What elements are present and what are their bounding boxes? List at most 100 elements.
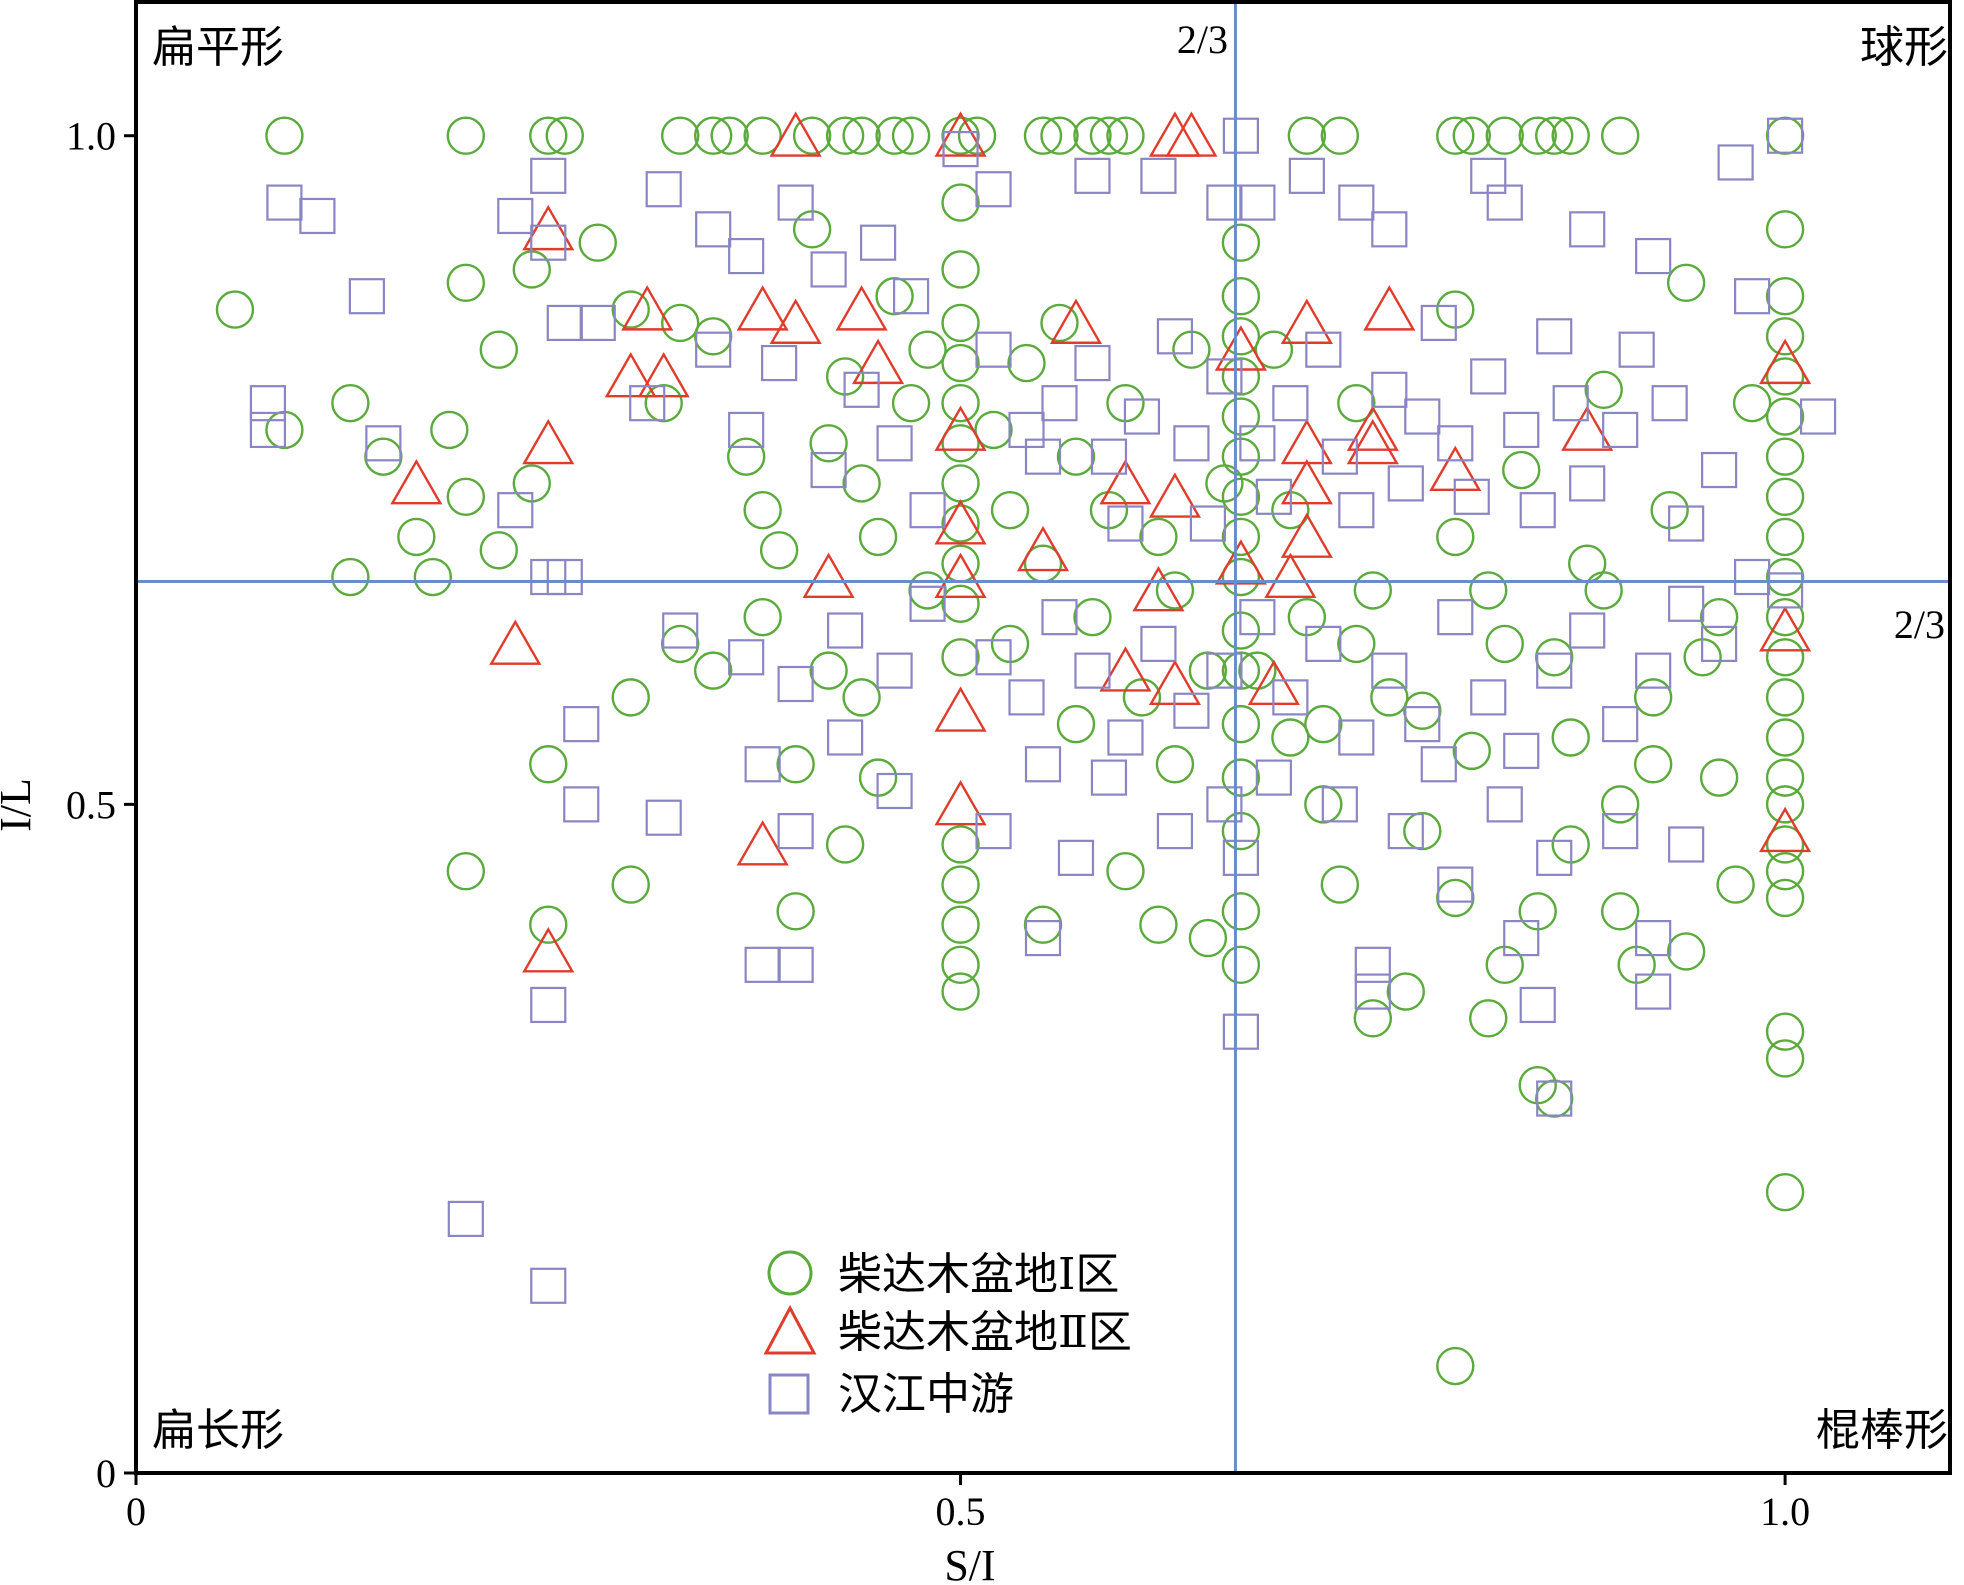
point-chaidamu-1-87 — [1155, 571, 1195, 610]
point-chaidamu-2-5 — [621, 285, 674, 331]
point-chaidamu-1-170 — [1139, 905, 1178, 944]
x-tick-label-2: 1.0 — [1760, 1489, 1810, 1534]
point-chaidamu-1-22 — [1436, 116, 1475, 155]
point-hanjiang-42 — [975, 331, 1012, 368]
point-hanjiang-87 — [909, 585, 946, 622]
point-chaidamu-1-123 — [1502, 450, 1541, 490]
point-chaidamu-1-56 — [858, 517, 898, 557]
point-hanjiang-123 — [1090, 759, 1128, 796]
point-chaidamu-1-166 — [842, 678, 881, 717]
point-hanjiang-60 — [1371, 371, 1408, 408]
point-chaidamu-1-107 — [1254, 330, 1294, 369]
zone-label-elongated: 扁长形 — [152, 1406, 284, 1455]
axis-ticks: 0 0.5 1.0 0 0.5 1.0 — [66, 114, 1810, 1534]
point-chaidamu-1-69 — [941, 584, 980, 623]
point-chaidamu-2-45 — [1759, 806, 1812, 853]
point-hanjiang-71 — [1569, 465, 1606, 502]
point-hanjiang-103 — [1470, 679, 1507, 716]
point-chaidamu-1-62 — [941, 303, 980, 343]
point-chaidamu-1-7 — [743, 116, 782, 155]
point-hanjiang-140 — [1635, 973, 1672, 1010]
point-chaidamu-1-136 — [1716, 865, 1755, 904]
point-hanjiang-120 — [975, 813, 1012, 850]
point-chaidamu-2-28 — [1280, 512, 1333, 558]
point-chaidamu-1-152 — [1765, 785, 1805, 824]
point-chaidamu-1-141 — [1765, 357, 1805, 396]
point-hanjiang-8 — [497, 197, 534, 235]
point-chaidamu-1-119 — [1436, 517, 1475, 557]
x-tick-label-1: 0.5 — [936, 1489, 986, 1534]
point-hanjiang-108 — [1635, 652, 1672, 689]
point-chaidamu-1-133 — [1666, 263, 1706, 303]
point-chaidamu-1-160 — [611, 678, 650, 717]
point-chaidamu-1-36 — [446, 477, 486, 516]
point-chaidamu-1-149 — [1765, 678, 1805, 717]
point-hanjiang-91 — [1074, 652, 1111, 689]
point-chaidamu-2-31 — [1346, 405, 1399, 451]
point-chaidamu-1-5 — [693, 116, 733, 155]
point-chaidamu-1-21 — [1320, 116, 1360, 155]
point-chaidamu-2-21 — [802, 552, 855, 599]
point-chaidamu-1-148 — [1765, 638, 1805, 677]
point-chaidamu-1-138 — [1765, 210, 1805, 249]
point-chaidamu-1-126 — [1551, 718, 1590, 757]
point-hanjiang-66 — [1470, 358, 1507, 395]
point-hanjiang-73 — [1618, 331, 1655, 368]
point-chaidamu-2-17 — [1099, 459, 1152, 505]
point-hanjiang-57 — [1305, 331, 1342, 368]
point-hanjiang-79 — [497, 492, 534, 529]
point-chaidamu-2-22 — [934, 552, 987, 599]
point-chaidamu-2-24 — [1214, 539, 1267, 585]
point-chaidamu-1-70 — [941, 638, 980, 677]
point-chaidamu-1-81 — [1056, 437, 1096, 476]
legend-marker-triangle — [763, 1304, 817, 1355]
point-hanjiang-81 — [546, 558, 583, 596]
point-chaidamu-2-41 — [736, 820, 789, 866]
point-hanjiang-95 — [1206, 652, 1243, 689]
point-hanjiang-112 — [1766, 572, 1804, 609]
point-hanjiang-84 — [777, 665, 814, 703]
point-hanjiang-47 — [1090, 438, 1128, 475]
point-chaidamu-1-44 — [578, 223, 617, 262]
y-tick-label-2: 1.0 — [66, 114, 116, 159]
point-chaidamu-1-50 — [743, 490, 782, 530]
point-hanjiang-141 — [1024, 919, 1062, 957]
point-hanjiang-4 — [249, 411, 287, 449]
point-hanjiang-132 — [1536, 839, 1573, 876]
ref-line-y-label: 2/3 — [1894, 602, 1945, 647]
point-chaidamu-2-27 — [1280, 459, 1333, 505]
point-hanjiang-44 — [1024, 438, 1062, 475]
point-hanjiang-90 — [1041, 599, 1078, 636]
point-chaidamu-1-129 — [1600, 785, 1640, 824]
point-hanjiang-62 — [1404, 398, 1441, 435]
point-chaidamu-1-140 — [1765, 317, 1805, 356]
point-chaidamu-1-163 — [776, 745, 815, 784]
point-hanjiang-28 — [1569, 211, 1606, 248]
point-chaidamu-1-60 — [941, 183, 980, 222]
point-chaidamu-1-156 — [1765, 1012, 1805, 1051]
point-hanjiang-32 — [1222, 117, 1259, 154]
point-chaidamu-1-8 — [792, 116, 832, 155]
point-hanjiang-125 — [1206, 786, 1243, 823]
point-chaidamu-1-131 — [1633, 678, 1673, 717]
point-chaidamu-1-39 — [331, 557, 370, 597]
point-chaidamu-1-25 — [1518, 116, 1557, 155]
point-chaidamu-2-4 — [522, 204, 575, 251]
point-chaidamu-1-28 — [1600, 116, 1640, 155]
point-chaidamu-1-154 — [1765, 852, 1805, 891]
point-chaidamu-1-162 — [693, 651, 733, 690]
point-hanjiang-19 — [1074, 157, 1111, 194]
point-chaidamu-1-182 — [529, 905, 568, 944]
point-hanjiang-138 — [1519, 986, 1556, 1024]
point-chaidamu-1-42 — [446, 263, 486, 303]
legend-marker-square — [768, 1373, 810, 1415]
point-chaidamu-1-139 — [1765, 277, 1805, 316]
point-hanjiang-114 — [563, 786, 600, 823]
point-chaidamu-1-12 — [891, 116, 931, 155]
point-hanjiang-38 — [810, 451, 847, 489]
point-chaidamu-1-73 — [941, 905, 980, 944]
point-hanjiang-135 — [1354, 946, 1391, 983]
point-chaidamu-1-51 — [759, 531, 799, 570]
point-hanjiang-67 — [1503, 411, 1540, 449]
